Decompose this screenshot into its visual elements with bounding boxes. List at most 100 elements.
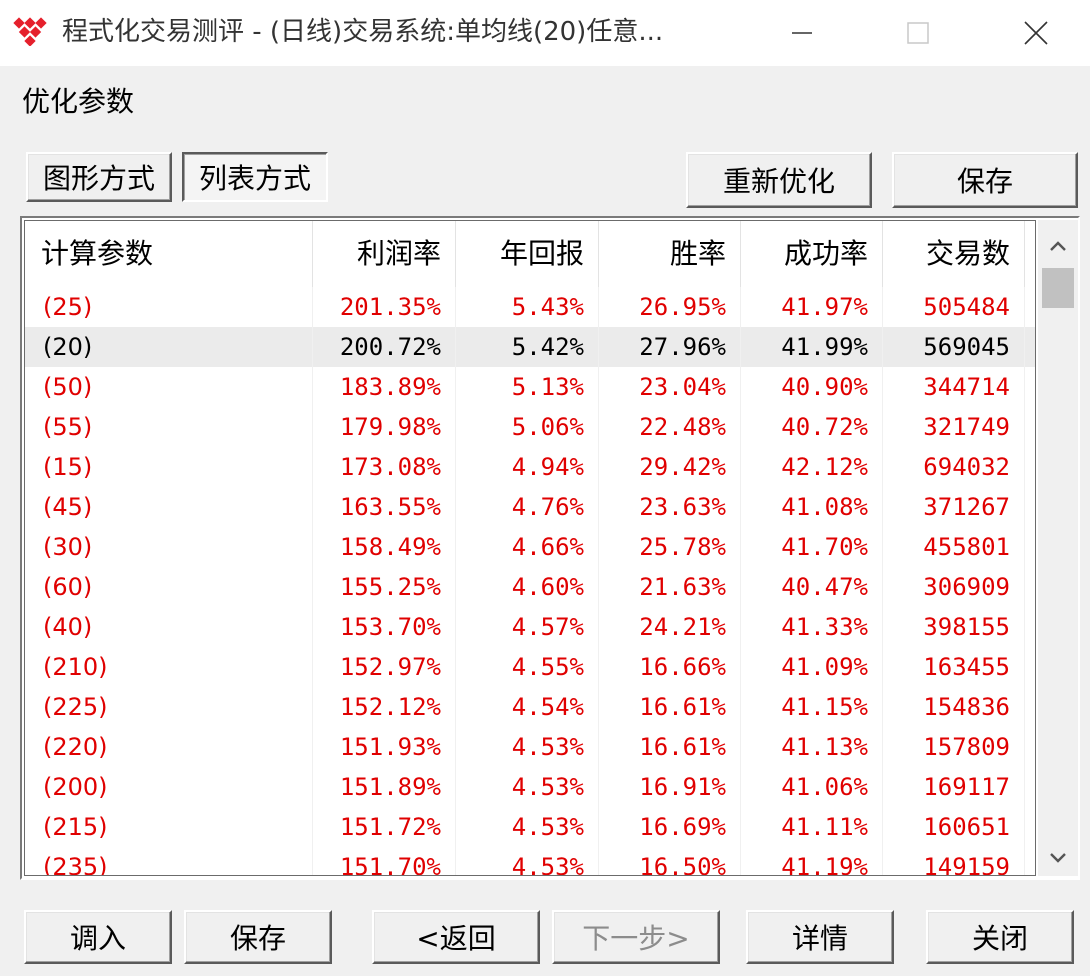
cell-profit-rate: 173.08% [313,447,456,487]
cell-annual-return: 5.06% [456,407,599,447]
column-header-param[interactable]: 计算参数 [25,221,313,287]
cell-annual-return: 4.53% [456,767,599,807]
cell-profit-rate: 201.35% [313,287,456,327]
cell-win-rate: 27.96% [599,327,741,367]
reoptimize-button[interactable]: 重新优化 [686,152,872,208]
cell-annual-return: 4.76% [456,487,599,527]
table-row[interactable]: (20) 200.72% 5.42% 27.96% 41.99% 569045 [25,327,1035,367]
cell-profit-rate: 158.49% [313,527,456,567]
vertical-scrollbar[interactable] [1038,220,1078,876]
cell-annual-return: 4.94% [456,447,599,487]
cell-profit-rate: 155.25% [313,567,456,607]
minimize-button[interactable] [772,8,832,58]
cell-win-rate: 16.50% [599,847,741,875]
table-row[interactable]: (225) 152.12% 4.54% 16.61% 41.15% 154836 [25,687,1035,727]
results-table: 计算参数 利润率 年回报 胜率 成功率 交易数 (25) 201.35% 5.43%… [24,220,1036,876]
table-row[interactable]: (215) 151.72% 4.53% 16.69% 41.11% 160651 [25,807,1035,847]
cell-win-rate: 22.48% [599,407,741,447]
cell-win-rate: 26.95% [599,287,741,327]
cell-annual-return: 5.43% [456,287,599,327]
cell-success-rate: 42.12% [741,447,883,487]
cell-profit-rate: 152.97% [313,647,456,687]
column-header-annual[interactable]: 年回报 [456,221,599,287]
table-row[interactable]: (15) 173.08% 4.94% 29.42% 42.12% 694032 [25,447,1035,487]
results-list: 计算参数 利润率 年回报 胜率 成功率 交易数 (25) 201.35% 5.43%… [20,216,1080,880]
cell-success-rate: 41.13% [741,727,883,767]
cell-trade-count: 398155 [883,607,1025,647]
cell-profit-rate: 151.89% [313,767,456,807]
table-row[interactable]: (200) 151.89% 4.53% 16.91% 41.06% 169117 [25,767,1035,807]
cell-annual-return: 4.54% [456,687,599,727]
table-row[interactable]: (235) 151.70% 4.53% 16.50% 41.19% 149159 [25,847,1035,875]
table-row[interactable]: (210) 152.97% 4.55% 16.66% 41.09% 163455 [25,647,1035,687]
column-header-profit[interactable]: 利润率 [313,221,456,287]
cell-param: (60) [25,567,313,607]
table-row[interactable]: (220) 151.93% 4.53% 16.61% 41.13% 157809 [25,727,1035,767]
cell-param: (50) [25,367,313,407]
cell-trade-count: 154836 [883,687,1025,727]
cell-annual-return: 5.42% [456,327,599,367]
cell-param: (20) [25,327,313,367]
save-button[interactable]: 保存 [184,910,332,964]
cell-trade-count: 505484 [883,287,1025,327]
cell-trade-count: 344714 [883,367,1025,407]
cell-trade-count: 371267 [883,487,1025,527]
column-header-trades[interactable]: 交易数 [883,221,1025,287]
cell-annual-return: 4.53% [456,727,599,767]
scroll-thumb[interactable] [1042,268,1074,308]
cell-param: (45) [25,487,313,527]
view-list-button[interactable]: 列表方式 [182,152,328,202]
cell-success-rate: 41.11% [741,807,883,847]
back-button[interactable]: <返回 [372,910,540,964]
chevron-up-icon [1050,241,1066,251]
cell-profit-rate: 152.12% [313,687,456,727]
cell-success-rate: 41.08% [741,487,883,527]
save-results-button[interactable]: 保存 [892,152,1078,208]
cell-success-rate: 41.09% [741,647,883,687]
app-logo-icon [12,16,52,47]
table-row[interactable]: (45) 163.55% 4.76% 23.63% 41.08% 371267 [25,487,1035,527]
cell-trade-count: 694032 [883,447,1025,487]
cell-win-rate: 23.04% [599,367,741,407]
close-button[interactable]: 关闭 [926,910,1074,964]
next-step-button[interactable]: 下一步> [552,910,720,964]
table-row[interactable]: (40) 153.70% 4.57% 24.21% 41.33% 398155 [25,607,1035,647]
scroll-down-button[interactable] [1038,838,1078,878]
import-button[interactable]: 调入 [24,910,172,964]
table-row[interactable]: (50) 183.89% 5.13% 23.04% 40.90% 344714 [25,367,1035,407]
details-button[interactable]: 详情 [746,910,894,964]
table-row[interactable]: (55) 179.98% 5.06% 22.48% 40.72% 321749 [25,407,1035,447]
cell-trade-count: 569045 [883,327,1025,367]
cell-param: (235) [25,847,313,875]
column-header-win[interactable]: 胜率 [599,221,741,287]
close-window-button[interactable] [1006,8,1066,58]
cell-param: (30) [25,527,313,567]
cell-param: (40) [25,607,313,647]
table-row[interactable]: (25) 201.35% 5.43% 26.95% 41.97% 505484 [25,287,1035,327]
cell-success-rate: 41.70% [741,527,883,567]
minimize-icon [792,32,812,34]
cell-win-rate: 16.61% [599,727,741,767]
table-header: 计算参数 利润率 年回报 胜率 成功率 交易数 [25,221,1035,287]
cell-trade-count: 163455 [883,647,1025,687]
cell-param: (55) [25,407,313,447]
cell-param: (215) [25,807,313,847]
cell-success-rate: 41.06% [741,767,883,807]
cell-profit-rate: 183.89% [313,367,456,407]
table-row[interactable]: (30) 158.49% 4.66% 25.78% 41.70% 455801 [25,527,1035,567]
table-row[interactable]: (60) 155.25% 4.60% 21.63% 40.47% 306909 [25,567,1035,607]
cell-win-rate: 23.63% [599,487,741,527]
maximize-button[interactable] [888,8,948,58]
view-graph-button[interactable]: 图形方式 [26,152,172,202]
scroll-up-button[interactable] [1038,226,1078,266]
column-header-success[interactable]: 成功率 [741,221,883,287]
cell-success-rate: 40.47% [741,567,883,607]
cell-profit-rate: 153.70% [313,607,456,647]
table-body: (25) 201.35% 5.43% 26.95% 41.97% 505484 (20) 20… [25,287,1035,875]
title-bar: 程式化交易测评 - (日线)交易系统:单均线(20)任意... [0,0,1090,66]
window-title: 程式化交易测评 - (日线)交易系统:单均线(20)任意... [62,17,664,47]
cell-trade-count: 321749 [883,407,1025,447]
cell-profit-rate: 179.98% [313,407,456,447]
cell-annual-return: 4.57% [456,607,599,647]
